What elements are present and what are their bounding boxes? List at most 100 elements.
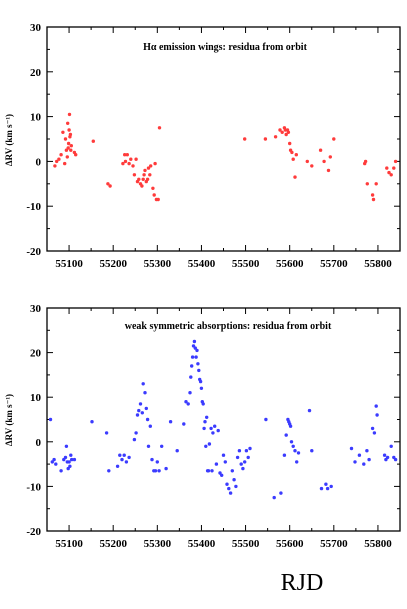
panel-bottom-data-point bbox=[188, 391, 192, 395]
panel-bottom-data-point bbox=[69, 453, 73, 457]
panel-bottom-data-point bbox=[175, 449, 179, 453]
panel-top-data-point bbox=[131, 164, 135, 168]
panel-bottom-data-point bbox=[295, 460, 299, 464]
panel-bottom-data-point bbox=[155, 460, 159, 464]
panel-bottom-x-tick-label: 55600 bbox=[276, 538, 304, 550]
panel-bottom-data-point bbox=[198, 379, 203, 384]
panel-bottom-data-point bbox=[221, 453, 226, 457]
panel-bottom-data-point bbox=[288, 424, 293, 428]
panel-bottom-data-point bbox=[310, 449, 314, 453]
panel-bottom-data-point bbox=[244, 449, 249, 453]
panel-top-x-tick-label: 55200 bbox=[99, 258, 127, 270]
panel-top-x-tick-label: 55800 bbox=[364, 258, 392, 270]
panel-top-data-point bbox=[290, 150, 294, 155]
panel-top-data-point bbox=[326, 168, 331, 173]
panel-bottom-data-point bbox=[190, 364, 194, 368]
panel-top-data-point bbox=[134, 157, 138, 161]
panel-top-data-point bbox=[370, 193, 375, 197]
panel-bottom-data-point bbox=[209, 426, 213, 431]
panel-top-data-point bbox=[152, 193, 156, 197]
panel-bottom-data-point bbox=[389, 444, 393, 448]
panel-bottom-data-point bbox=[134, 431, 138, 435]
panel-bottom-data-point bbox=[132, 437, 137, 442]
panel-bottom-plot-frame bbox=[46, 307, 401, 532]
panel-bottom-title: weak symmetric absorptions: residua from… bbox=[125, 321, 332, 332]
panel-bottom-data-point bbox=[210, 469, 214, 473]
panel-bottom-x-tick-label: 55200 bbox=[99, 538, 127, 550]
panel-bottom-data-point bbox=[196, 362, 200, 366]
panel-bottom-data-point bbox=[160, 444, 164, 448]
panel-bottom-data-point bbox=[205, 415, 209, 419]
panel-bottom-y-tick-label: -20 bbox=[26, 526, 41, 538]
panel-top-data-point bbox=[291, 157, 295, 161]
panel-bottom-data-point bbox=[59, 469, 63, 473]
panel-bottom-data-point bbox=[197, 368, 201, 373]
panel-bottom-data-point bbox=[190, 355, 195, 359]
panel-bottom-data-point bbox=[284, 433, 288, 437]
panel-bottom-x-tick-label: 55300 bbox=[144, 538, 172, 550]
panel-bottom-data-point bbox=[213, 424, 217, 428]
panel-top-x-tick-label: 55500 bbox=[232, 258, 260, 270]
panel-top-x-tick-label: 55100 bbox=[55, 258, 83, 270]
panel-top-data-point bbox=[273, 135, 278, 139]
panel-bottom-data-point bbox=[246, 455, 250, 460]
panel-bottom: weak symmetric absorptions: residua from… bbox=[4, 303, 401, 550]
panel-bottom-data-point bbox=[293, 449, 297, 453]
panel-bottom-data-point bbox=[146, 444, 151, 448]
panel-bottom-data-point bbox=[365, 449, 369, 453]
panel-bottom-y-tick-label: 0 bbox=[36, 437, 42, 449]
panel-top-data-point bbox=[243, 137, 247, 141]
panel-top-data-point bbox=[153, 161, 157, 166]
panel-bottom-data-point bbox=[279, 491, 283, 495]
panel-top-data-point bbox=[123, 153, 127, 157]
panel-top-data-point bbox=[108, 184, 112, 188]
panel-bottom-data-point bbox=[48, 417, 53, 422]
panel-top-data-point bbox=[148, 173, 152, 177]
panel-bottom-data-point bbox=[225, 482, 229, 486]
panel-bottom-data-point bbox=[67, 460, 71, 464]
panel-bottom-data-point bbox=[235, 455, 240, 460]
panel-top-data-point bbox=[127, 161, 131, 166]
panel-bottom-y-tick-label: 30 bbox=[30, 303, 42, 315]
panel-bottom-data-point bbox=[289, 440, 294, 444]
panel-top-x-tick-label: 55600 bbox=[276, 258, 304, 270]
panel-bottom-data-point bbox=[63, 455, 68, 460]
panel-bottom-data-point bbox=[237, 449, 242, 453]
panel-bottom-data-point bbox=[195, 348, 199, 353]
panel-bottom-data-point bbox=[204, 444, 208, 448]
panel-bottom-data-point bbox=[145, 417, 150, 422]
panel-top-data-point bbox=[374, 182, 378, 186]
panel-top-y-tick-label: 30 bbox=[30, 22, 42, 34]
panel-top-data-point bbox=[389, 173, 393, 177]
panel-bottom-data-point bbox=[52, 457, 56, 462]
panel-bottom-data-point bbox=[324, 482, 328, 486]
panel-bottom-data-point bbox=[282, 453, 287, 457]
panel-top-data-point bbox=[55, 159, 59, 164]
panel-bottom-x-tick-label: 55800 bbox=[364, 538, 392, 550]
panel-bottom-data-point bbox=[234, 484, 238, 489]
panel-bottom-data-point bbox=[194, 355, 198, 359]
panel-top-y-tick-label: -10 bbox=[26, 201, 41, 213]
panel-bottom-data-point bbox=[370, 426, 375, 431]
panel-bottom-data-point bbox=[272, 495, 276, 500]
panel-bottom-data-point bbox=[353, 460, 357, 464]
panel-bottom-data-point bbox=[138, 402, 143, 406]
panel-bottom-data-point bbox=[228, 491, 233, 495]
panel-top-data-point bbox=[146, 166, 151, 170]
panel-top-data-point bbox=[332, 137, 336, 141]
panel-bottom-data-point bbox=[393, 457, 398, 462]
panel-bottom-data-point bbox=[148, 424, 152, 428]
panel-top-data-point bbox=[310, 164, 314, 168]
panel-top-data-point bbox=[294, 153, 298, 157]
panel-top-data-point bbox=[66, 141, 71, 146]
panel-bottom-data-point bbox=[385, 455, 390, 460]
panel-bottom-data-point bbox=[150, 457, 154, 462]
panel-top-data-point bbox=[318, 148, 323, 152]
panel-bottom-data-point bbox=[70, 457, 74, 462]
panel-bottom-data-point bbox=[325, 486, 330, 491]
panel-bottom-data-point bbox=[144, 406, 148, 411]
panel-bottom-data-point bbox=[216, 428, 220, 433]
panel-bottom-data-point bbox=[189, 375, 193, 379]
panel-bottom-y-tick-label: 20 bbox=[30, 348, 42, 360]
panel-bottom-data-point bbox=[107, 469, 111, 473]
